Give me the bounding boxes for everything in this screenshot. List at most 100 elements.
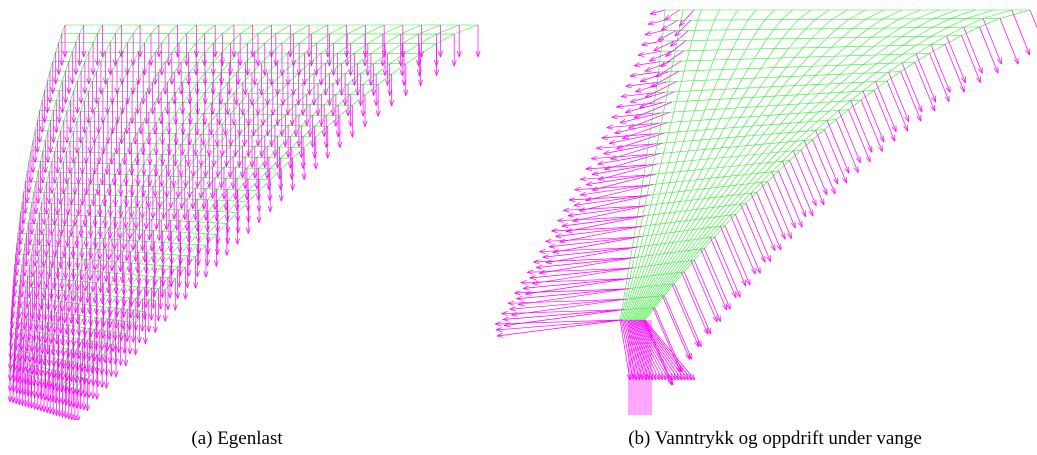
line	[806, 19, 816, 29]
line	[646, 215, 649, 225]
line	[115, 332, 120, 333]
line	[82, 248, 90, 249]
line	[671, 222, 676, 223]
line	[652, 234, 657, 235]
line	[661, 243, 665, 244]
line	[171, 210, 179, 221]
line	[691, 120, 701, 121]
line	[282, 34, 294, 43]
line	[758, 172, 765, 173]
line	[103, 283, 110, 284]
line	[30, 213, 39, 214]
line	[93, 260, 101, 261]
line	[739, 165, 746, 166]
line	[39, 332, 44, 333]
line	[679, 181, 683, 191]
line	[682, 71, 685, 81]
line	[276, 25, 290, 34]
line	[698, 179, 704, 189]
line	[736, 127, 743, 137]
line	[124, 207, 130, 218]
line	[675, 201, 680, 212]
line	[837, 19, 849, 28]
line	[143, 219, 152, 220]
line	[153, 176, 160, 187]
line	[261, 53, 271, 63]
line	[222, 43, 231, 53]
line	[52, 193, 55, 203]
line	[673, 172, 680, 173]
line	[636, 217, 638, 227]
line	[321, 43, 333, 53]
line	[731, 10, 738, 20]
line	[44, 267, 51, 268]
line	[55, 225, 64, 226]
line	[79, 327, 84, 328]
line	[730, 108, 736, 118]
line	[679, 231, 684, 232]
line	[197, 93, 205, 103]
line	[89, 353, 93, 354]
line	[656, 214, 659, 224]
line	[653, 184, 656, 194]
line	[669, 122, 672, 132]
line	[731, 166, 739, 176]
line	[189, 244, 198, 245]
line	[760, 78, 767, 88]
line	[701, 130, 706, 140]
line	[710, 178, 717, 179]
line	[809, 112, 819, 113]
line	[780, 114, 790, 115]
line	[788, 95, 797, 105]
line	[846, 37, 857, 46]
line	[686, 210, 692, 221]
line	[677, 161, 685, 162]
line	[709, 99, 720, 100]
line	[889, 72, 901, 73]
line	[254, 93, 263, 103]
line	[59, 385, 62, 386]
line	[692, 209, 697, 210]
line	[131, 264, 139, 275]
line	[195, 178, 203, 189]
line	[786, 95, 797, 96]
line	[163, 254, 171, 255]
line	[649, 235, 652, 246]
line	[681, 121, 691, 122]
line	[238, 43, 247, 53]
line	[669, 152, 672, 162]
line	[64, 111, 67, 121]
line	[778, 105, 788, 106]
line	[718, 79, 730, 80]
line	[149, 300, 155, 301]
line	[809, 103, 819, 104]
line	[684, 131, 688, 141]
line	[760, 106, 768, 116]
line	[179, 34, 187, 43]
line	[661, 163, 669, 164]
line	[679, 91, 691, 92]
line	[139, 252, 147, 253]
line	[45, 81, 48, 91]
line	[240, 93, 249, 103]
line	[746, 39, 752, 49]
line	[737, 88, 749, 89]
line	[752, 30, 758, 40]
line	[167, 155, 174, 165]
line	[755, 144, 763, 145]
line	[796, 140, 804, 141]
line	[753, 87, 760, 97]
line	[706, 119, 711, 129]
line	[131, 275, 138, 276]
line	[709, 158, 715, 168]
line	[651, 224, 656, 225]
line	[706, 129, 715, 130]
line	[779, 67, 787, 77]
line	[628, 299, 631, 310]
line	[180, 244, 189, 245]
line	[674, 111, 684, 112]
line	[690, 90, 702, 91]
line	[684, 230, 689, 231]
line	[827, 29, 837, 38]
line	[625, 279, 627, 289]
